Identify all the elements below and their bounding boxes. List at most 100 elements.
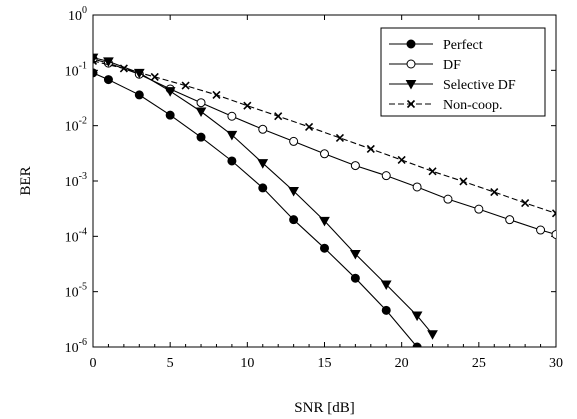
data-point (258, 124, 268, 134)
x-tick-label: 25 (472, 356, 486, 371)
y-tick-exponent: -4 (79, 226, 87, 237)
data-point (196, 132, 206, 142)
data-point (274, 112, 283, 121)
data-point (521, 198, 530, 208)
legend-entry: Perfect (389, 38, 483, 53)
data-point (164, 87, 176, 97)
y-tick-label: 10-6 (65, 337, 87, 356)
y-tick-label: 10-2 (65, 116, 87, 135)
legend-label: Perfect (443, 38, 483, 53)
data-point (551, 209, 556, 218)
legend-marker (405, 80, 417, 90)
data-point (411, 311, 423, 322)
data-point (412, 342, 422, 347)
x-tick-label: 20 (395, 356, 409, 371)
series-line (93, 72, 418, 347)
legend-entry: DF (389, 58, 461, 73)
data-point (551, 229, 556, 239)
data-point (289, 136, 299, 146)
legend-marker (406, 99, 416, 109)
x-tick-label: 30 (549, 356, 563, 371)
data-point (380, 280, 392, 290)
data-point (93, 56, 98, 65)
y-tick-exponent: -2 (79, 116, 87, 127)
data-point (134, 90, 144, 100)
data-point (366, 144, 375, 153)
x-tick-label: 10 (240, 356, 254, 371)
data-point (335, 133, 344, 143)
data-point (258, 183, 268, 193)
y-tick-base: 10 (65, 64, 79, 79)
y-tick-base: 10 (65, 230, 79, 245)
legend-label: Non-coop. (443, 98, 503, 113)
data-point (288, 186, 299, 197)
data-point (320, 149, 329, 159)
data-point (320, 243, 329, 253)
series-perfect (93, 68, 422, 347)
data-point (490, 188, 499, 197)
y-tick-exponent: -5 (79, 282, 87, 293)
data-point (257, 159, 269, 169)
y-tick-label: 100 (68, 5, 87, 24)
data-point (397, 155, 406, 165)
data-point (196, 98, 206, 108)
data-point (305, 122, 314, 131)
data-point (150, 72, 159, 81)
x-tick-label: 0 (90, 356, 97, 371)
y-tick-base: 10 (65, 341, 79, 356)
data-point (181, 81, 190, 90)
y-axis-title: BER (18, 166, 34, 195)
y-tick-exponent: -6 (79, 337, 87, 348)
data-point (350, 273, 360, 283)
legend-label: Selective DF (443, 78, 516, 93)
data-point (427, 330, 438, 340)
data-point (443, 194, 453, 204)
data-point (227, 111, 237, 121)
legend-marker (406, 59, 416, 69)
series-area (93, 53, 556, 347)
data-point (474, 204, 484, 214)
y-tick-base: 10 (65, 286, 79, 301)
data-point (350, 249, 361, 260)
y-tick-exponent: -1 (79, 60, 87, 71)
y-tick-label: 10-3 (65, 171, 87, 190)
data-point (459, 177, 468, 186)
data-point (505, 215, 515, 225)
legend-label: DF (443, 58, 461, 73)
series-line (93, 60, 556, 214)
x-tick-label: 15 (318, 356, 332, 371)
y-tick-base: 10 (65, 120, 79, 135)
data-point (381, 305, 391, 315)
data-point (165, 110, 175, 120)
data-point (195, 107, 207, 118)
y-tick-label: 10-5 (65, 282, 87, 301)
data-point (226, 130, 238, 141)
legend-entry: Non-coop. (389, 98, 503, 113)
y-tick-label: 10-4 (65, 226, 87, 245)
data-point (381, 171, 391, 181)
data-point (428, 167, 437, 176)
data-point (103, 57, 114, 67)
x-tick-label: 5 (167, 356, 174, 371)
y-tick-exponent: -3 (79, 171, 87, 182)
data-point (243, 101, 252, 110)
data-point (536, 225, 546, 235)
data-point (93, 68, 98, 78)
data-point (319, 216, 330, 227)
data-point (227, 156, 237, 166)
data-point (412, 182, 422, 192)
data-point (350, 161, 360, 171)
x-axis-title: SNR [dB] (294, 400, 354, 416)
y-tick-exponent: 0 (82, 5, 87, 16)
y-tick-base: 10 (65, 175, 79, 190)
legend-entry: Selective DF (389, 78, 516, 93)
data-point (289, 215, 299, 225)
data-point (212, 90, 221, 99)
y-tick-label: 10-1 (65, 60, 87, 79)
y-tick-base: 10 (68, 9, 82, 24)
data-point (119, 64, 128, 73)
legend: Perfect DF Selective DF Non-coop. (380, 27, 546, 117)
data-point (103, 75, 113, 85)
